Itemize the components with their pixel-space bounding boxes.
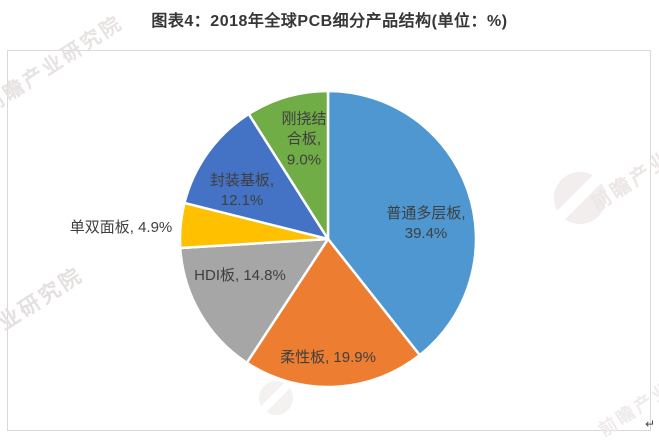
pie-slice-3 xyxy=(179,237,330,364)
slice-label-3: HDI板, 14.8% xyxy=(194,266,286,284)
slice-label-6: 刚挠结 合板, 9.0% xyxy=(281,110,327,169)
slice-label-4: 单双面板, 4.9% xyxy=(69,218,173,236)
pie-slice-1 xyxy=(326,89,478,357)
watermark-logo-icon xyxy=(259,381,293,415)
paragraph-mark-icon: ↵ xyxy=(645,417,656,431)
chart-title: 图表4：2018年全球PCB细分产品结构(单位：%) xyxy=(151,13,508,30)
pie-slice-5 xyxy=(183,112,330,241)
pie-slice-6 xyxy=(247,89,330,241)
slice-label-5: 封装基板, 12.1% xyxy=(209,171,275,209)
pie-slice-2 xyxy=(245,237,421,389)
slice-label-2: 柔性板, 19.9% xyxy=(280,348,376,366)
slice-label-1: 普通多层板, 39.4% xyxy=(386,204,466,242)
watermark-logo-icon xyxy=(554,172,606,224)
